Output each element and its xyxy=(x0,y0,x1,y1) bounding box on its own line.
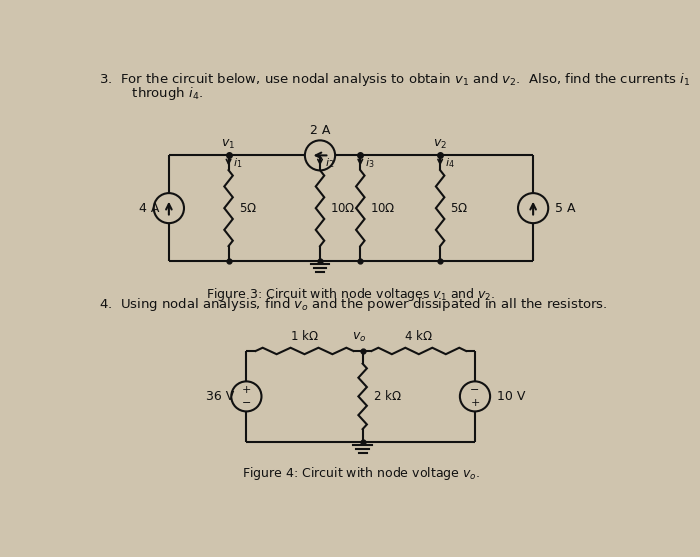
Text: −: − xyxy=(241,398,251,408)
Text: 5$\Omega$: 5$\Omega$ xyxy=(450,202,468,214)
Text: 4 k$\Omega$: 4 k$\Omega$ xyxy=(405,329,433,343)
Text: 5 A: 5 A xyxy=(555,202,575,214)
Text: $v_o$: $v_o$ xyxy=(351,331,366,344)
Text: 4 A: 4 A xyxy=(139,202,160,214)
Text: 5$\Omega$: 5$\Omega$ xyxy=(239,202,257,214)
Text: $i_4$: $i_4$ xyxy=(444,156,454,170)
Text: $i_1$: $i_1$ xyxy=(233,156,243,170)
Text: 10$\Omega$: 10$\Omega$ xyxy=(370,202,396,214)
Text: 2 k$\Omega$: 2 k$\Omega$ xyxy=(372,389,401,403)
Text: 1 k$\Omega$: 1 k$\Omega$ xyxy=(290,329,318,343)
Text: +: + xyxy=(470,398,480,408)
Text: 4.  Using nodal analysis, find $v_o$ and the power dissipated in all the resisto: 4. Using nodal analysis, find $v_o$ and … xyxy=(99,296,608,312)
Text: $v_1$: $v_1$ xyxy=(221,138,236,151)
Text: −: − xyxy=(470,385,480,395)
Text: through $i_4$.: through $i_4$. xyxy=(115,85,203,102)
Text: +: + xyxy=(241,385,251,395)
Text: Figure 3: Circuit with node voltages $v_1$ and $v_2$.: Figure 3: Circuit with node voltages $v_… xyxy=(206,286,496,302)
Text: 36 V: 36 V xyxy=(206,390,235,403)
Text: 10 V: 10 V xyxy=(497,390,525,403)
Text: 10$\Omega$: 10$\Omega$ xyxy=(330,202,356,214)
Text: 3.  For the circuit below, use nodal analysis to obtain $v_1$ and $v_2$.  Also, : 3. For the circuit below, use nodal anal… xyxy=(99,71,690,87)
Text: Figure 4: Circuit with node voltage $v_o$.: Figure 4: Circuit with node voltage $v_o… xyxy=(241,465,480,482)
Text: $i_2$: $i_2$ xyxy=(325,156,334,170)
Text: 2 A: 2 A xyxy=(310,124,330,137)
Text: $i_3$: $i_3$ xyxy=(365,156,374,170)
Text: $v_2$: $v_2$ xyxy=(433,138,447,151)
